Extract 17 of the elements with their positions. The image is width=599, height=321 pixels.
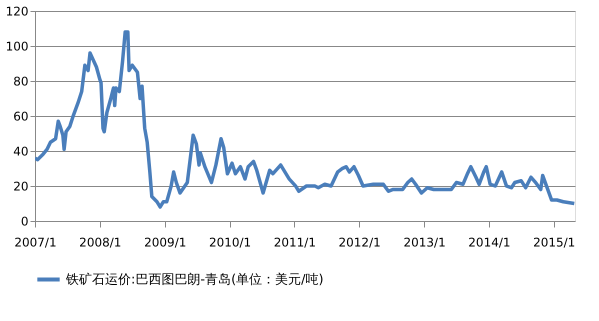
x-tick-label: 2015/1 [533, 236, 576, 250]
x-tick-label: 2008/1 [79, 236, 122, 250]
y-tick-label: 100 [6, 40, 28, 54]
x-tick-label: 2007/1 [14, 236, 57, 250]
y-tick-label: 40 [13, 144, 28, 158]
x-tick-label: 2011/1 [274, 236, 316, 250]
y-tick-label: 0 [20, 214, 28, 228]
x-tick-label: 2009/1 [144, 236, 186, 250]
x-tick-label: 2012/1 [338, 236, 381, 250]
x-tick-label: 2010/1 [208, 236, 252, 250]
y-tick-label: 60 [13, 110, 28, 124]
y-tick-label: 120 [6, 4, 28, 18]
y-tick-label: 80 [13, 74, 28, 88]
x-tick-label: 2014/1 [468, 236, 511, 250]
y-tick-label: 20 [13, 180, 28, 194]
x-tick-label: 2013/1 [404, 236, 446, 250]
legend-label: 铁矿石运价:巴西图巴朗-青岛(单位：美元/吨) [65, 272, 324, 288]
